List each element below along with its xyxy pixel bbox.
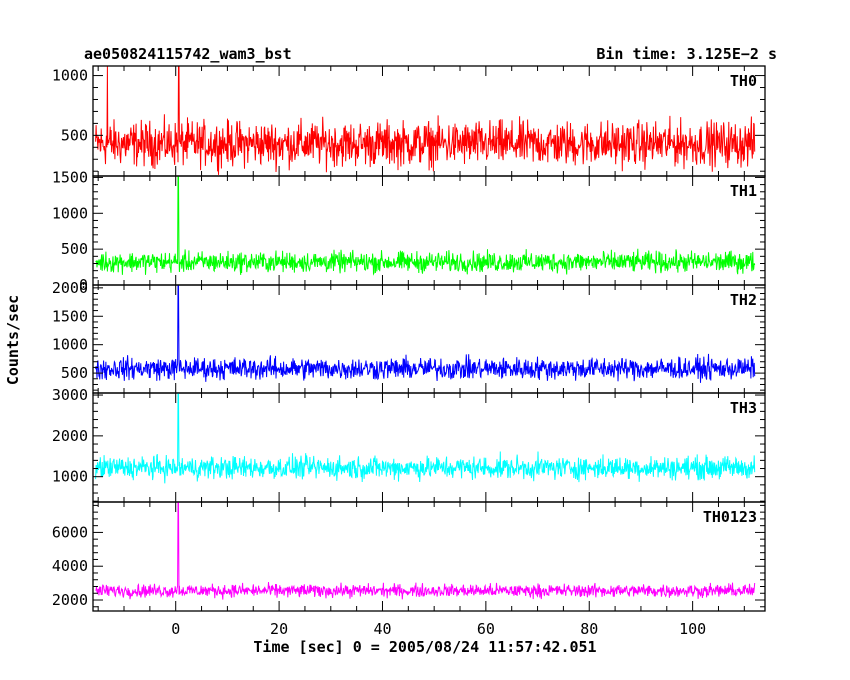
- y-tick-label: 2000: [52, 279, 88, 297]
- y-tick-label: 4000: [52, 557, 88, 575]
- y-tick-label: 1000: [52, 204, 88, 222]
- y-tick-label: 1000: [52, 336, 88, 354]
- y-tick-label: 6000: [52, 523, 88, 541]
- series-line-th0: [95, 65, 756, 175]
- y-tick-label: 500: [61, 364, 88, 382]
- panel-label-th3: TH3: [730, 399, 757, 417]
- panel-label-th2: TH2: [730, 291, 757, 309]
- panel-frame-th3: [92, 392, 766, 503]
- panel-label-th0123: TH0123: [703, 508, 757, 526]
- y-tick-label: 1500: [52, 168, 88, 186]
- y-tick-label: 1500: [52, 307, 88, 325]
- y-axis-title: Counts/sec: [4, 294, 22, 386]
- chart-title: ae050824115742_wam3_bst: [84, 45, 292, 63]
- series-line-th3: [95, 392, 756, 484]
- y-tick-label: 500: [61, 240, 88, 258]
- x-tick-label: 20: [270, 620, 288, 638]
- y-tick-label: 1000: [52, 67, 88, 85]
- series-line-th0123: [95, 501, 756, 600]
- y-tick-label: 3000: [52, 386, 88, 404]
- panel-frame-th2: [92, 284, 766, 394]
- x-tick-label: 100: [679, 620, 706, 638]
- y-tick-label: 0: [79, 276, 88, 294]
- x-tick-label: 60: [477, 620, 495, 638]
- panel-label-th0: TH0: [730, 72, 757, 90]
- series-line-th1: [95, 175, 756, 276]
- series-line-th2: [95, 284, 756, 383]
- x-axis-title: Time [sec] 0 = 2005/08/24 11:57:42.051: [253, 638, 597, 656]
- bin-time-label: Bin time: 3.125E−2 s: [596, 45, 777, 63]
- y-tick-label: 2000: [52, 427, 88, 445]
- x-tick-label: 0: [171, 620, 180, 638]
- y-tick-label: 2000: [52, 591, 88, 609]
- y-tick-label: 1000: [52, 468, 88, 486]
- x-tick-label: 40: [373, 620, 391, 638]
- y-tick-label: 500: [61, 126, 88, 144]
- panel-frame-th0123: [92, 501, 766, 612]
- panel-label-th1: TH1: [730, 182, 757, 200]
- x-tick-label: 80: [580, 620, 598, 638]
